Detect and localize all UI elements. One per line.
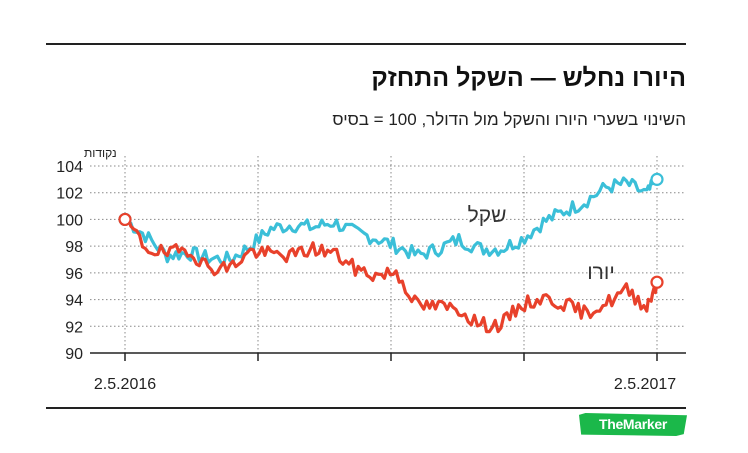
series-end-marker-shekel <box>650 172 664 186</box>
chart-title: היורו נחלש — השקל התחזק <box>371 64 686 92</box>
x-tick-label: 2.5.2017 <box>614 376 676 393</box>
bottom-rule <box>46 407 686 409</box>
series-lines <box>118 172 664 334</box>
y-tick-label: 100 <box>56 212 83 229</box>
x-axis: 2.5.2016 2.5.2017 <box>90 352 686 393</box>
y-axis-ticks: 90 92 94 96 98 100 102 104 <box>56 159 83 363</box>
y-tick-label: 98 <box>65 239 83 256</box>
top-rule <box>46 43 686 45</box>
series-label-shekel: שקל <box>468 204 507 227</box>
y-tick-label: 90 <box>65 346 83 363</box>
chart-subtitle: השינוי בשערי היורו והשקל מול הדולר, 100 … <box>332 110 686 129</box>
themarker-logo: TheMarker <box>579 413 687 436</box>
series-line-euro <box>123 214 659 334</box>
series-line-shekel <box>123 176 659 266</box>
y-tick-label: 104 <box>56 159 83 176</box>
x-tick-label: 2.5.2016 <box>94 376 156 393</box>
series-label-euro: יורו <box>587 261 615 284</box>
series-labels: שקל יורו <box>468 204 615 284</box>
y-tick-label: 96 <box>65 266 83 283</box>
y-tick-label: 94 <box>65 293 83 310</box>
y-tick-label: 102 <box>56 186 83 203</box>
series-end-marker-euro <box>650 275 664 289</box>
y-axis-unit-label: נקודות <box>84 146 117 160</box>
y-tick-label: 92 <box>65 319 83 336</box>
series-start-marker-euro <box>118 212 132 227</box>
chart-grid <box>90 156 686 353</box>
